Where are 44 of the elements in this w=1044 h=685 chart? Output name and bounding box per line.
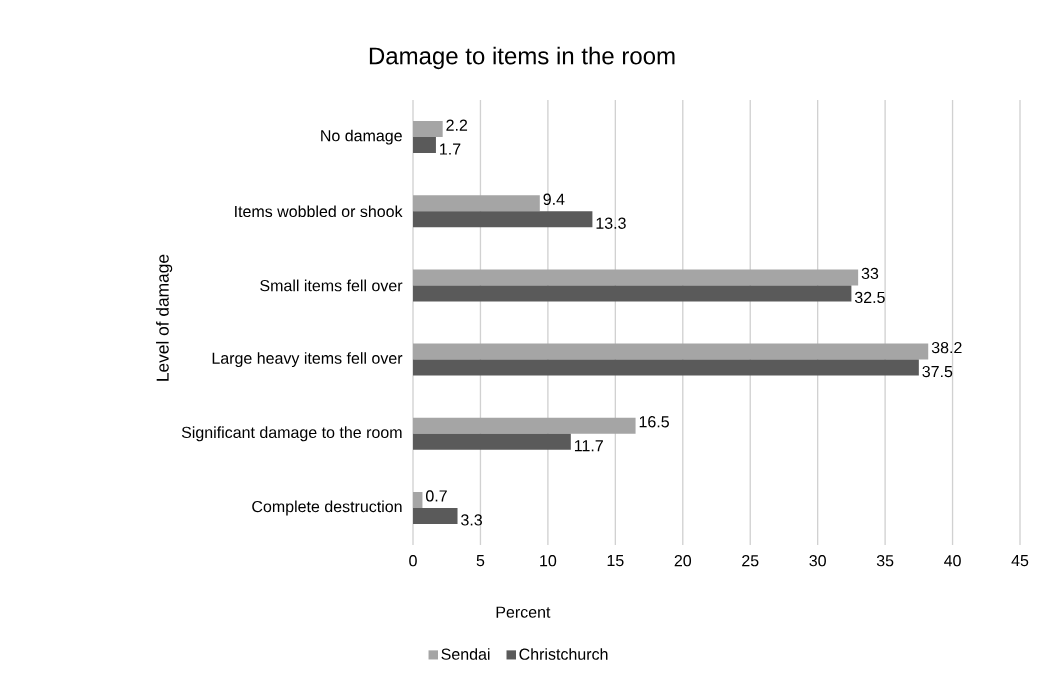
data-label: 0.7 bbox=[426, 490, 447, 502]
data-label: 11.7 bbox=[574, 440, 603, 452]
bar bbox=[413, 359, 919, 376]
x-tick-label: 35 bbox=[876, 555, 894, 567]
x-tick-label: 5 bbox=[476, 555, 485, 567]
data-label: 37.5 bbox=[922, 365, 953, 378]
bar bbox=[413, 285, 852, 302]
x-tick-label: 40 bbox=[944, 555, 961, 567]
data-label: 38.2 bbox=[931, 341, 962, 354]
y-axis-title: Level of damage bbox=[156, 254, 173, 381]
data-label: 9.4 bbox=[543, 193, 565, 205]
y-tick-label: Significant damage to the room bbox=[181, 426, 402, 442]
y-tick-label: No damage bbox=[321, 129, 402, 145]
bar bbox=[413, 195, 540, 212]
bar bbox=[413, 269, 859, 286]
data-label: 1.7 bbox=[440, 143, 461, 155]
y-tick-label: Complete destruction bbox=[252, 500, 402, 516]
bar bbox=[413, 343, 929, 360]
bar bbox=[413, 507, 458, 524]
data-label: 13.3 bbox=[596, 217, 626, 229]
data-label: 33 bbox=[861, 267, 879, 280]
x-tick-label: 30 bbox=[809, 555, 826, 567]
legend-label: Christchurch bbox=[519, 648, 608, 660]
data-label: 2.2 bbox=[446, 119, 468, 131]
y-tick-label: Small items fell over bbox=[260, 279, 403, 292]
x-tick-label: 15 bbox=[607, 555, 624, 567]
y-tick-label: Items wobbled or shook bbox=[235, 205, 403, 218]
chart-title: Damage to items in the room bbox=[369, 46, 675, 70]
bar bbox=[413, 211, 593, 228]
data-label: 3.3 bbox=[461, 514, 482, 526]
bar bbox=[413, 137, 436, 154]
x-tick-label: 45 bbox=[1011, 555, 1029, 567]
x-axis-title: Percent bbox=[496, 606, 551, 618]
bar bbox=[413, 433, 571, 450]
x-tick-label: 0 bbox=[409, 555, 417, 567]
x-tick-label: 10 bbox=[540, 555, 557, 567]
y-tick-label: Large heavy items fell over bbox=[212, 352, 403, 368]
data-label: 16.5 bbox=[639, 416, 669, 428]
bar bbox=[413, 121, 443, 138]
x-tick-label: 25 bbox=[742, 555, 759, 567]
bar bbox=[413, 417, 636, 434]
x-tick-label: 20 bbox=[674, 555, 692, 567]
data-label: 32.5 bbox=[854, 291, 885, 304]
legend-label: Sendai bbox=[441, 648, 490, 660]
